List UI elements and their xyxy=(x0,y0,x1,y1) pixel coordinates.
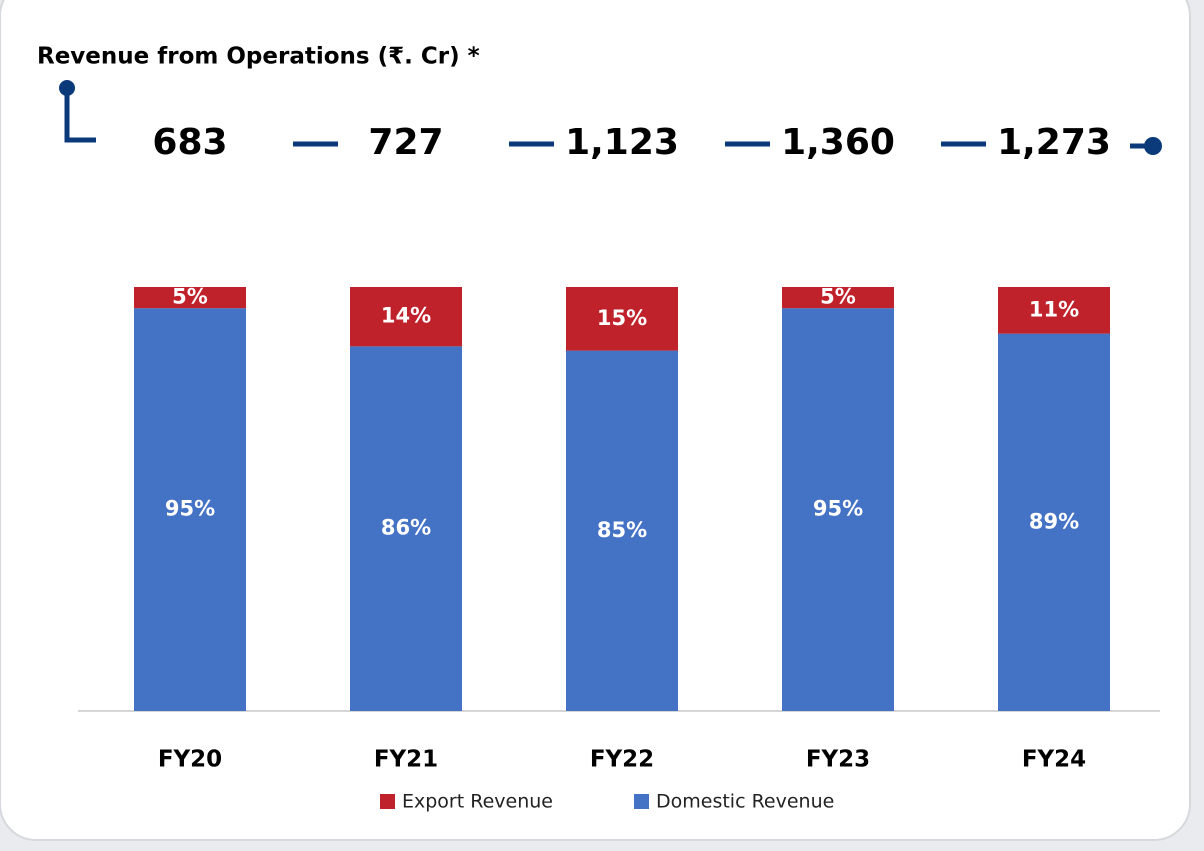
bar-segment xyxy=(782,308,894,711)
x-tick-label: FY24 xyxy=(1022,747,1086,773)
total-label: 727 xyxy=(368,122,443,163)
bar-segment xyxy=(350,287,462,347)
timeline-dot xyxy=(1144,137,1162,155)
legend-swatch xyxy=(634,794,649,809)
legend-label: Export Revenue xyxy=(402,791,553,813)
total-label: 1,273 xyxy=(997,122,1111,163)
total-label: 683 xyxy=(152,122,227,163)
legend-label: Domestic Revenue xyxy=(656,791,834,813)
data-label: 14% xyxy=(381,304,431,328)
x-tick-label: FY23 xyxy=(806,747,870,773)
data-label: 89% xyxy=(1029,509,1079,533)
data-label: 5% xyxy=(172,285,208,309)
data-label: 95% xyxy=(813,497,863,521)
bar-segment xyxy=(566,287,678,351)
total-label: 1,360 xyxy=(781,122,895,163)
data-label: 11% xyxy=(1029,297,1079,321)
x-tick-label: FY21 xyxy=(374,747,438,773)
chart-title: Revenue from Operations (₹. Cr) * xyxy=(37,44,480,70)
bar-segment xyxy=(134,287,246,309)
data-label: 15% xyxy=(597,306,647,330)
x-tick-label: FY22 xyxy=(590,747,654,773)
data-label: 86% xyxy=(381,516,431,540)
bar-segment xyxy=(782,287,894,309)
data-label: 5% xyxy=(820,285,856,309)
bar-segment xyxy=(998,333,1110,711)
bar-segment xyxy=(566,350,678,711)
x-tick-label: FY20 xyxy=(158,747,222,773)
data-label: 85% xyxy=(597,518,647,542)
bar-segment xyxy=(134,308,246,711)
timeline-connector xyxy=(64,88,96,143)
bar-segment xyxy=(998,287,1110,334)
total-label: 1,123 xyxy=(565,122,679,163)
data-label: 95% xyxy=(165,497,215,521)
legend-swatch xyxy=(380,794,395,809)
bar-segment xyxy=(350,346,462,711)
